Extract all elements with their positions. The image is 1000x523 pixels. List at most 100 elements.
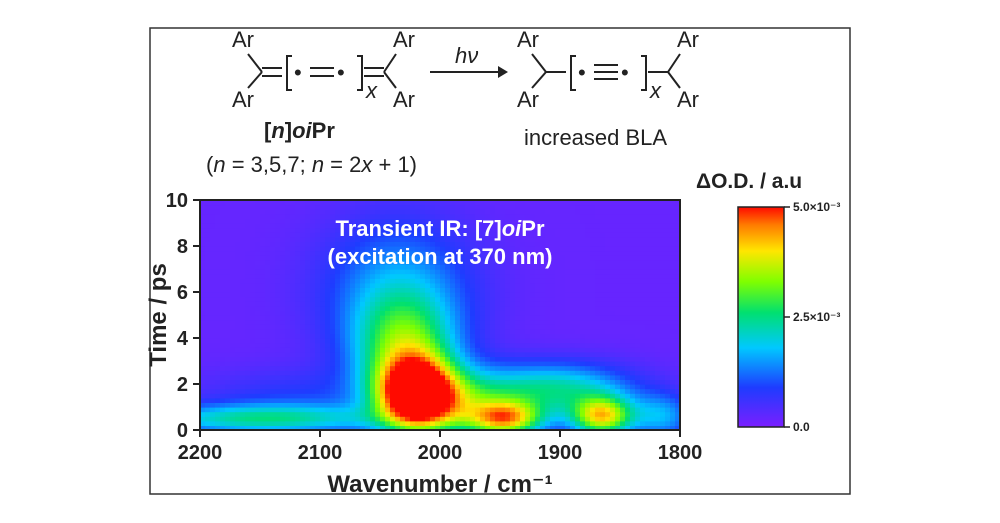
heatmap-cell — [645, 255, 651, 261]
heatmap-cell — [285, 241, 291, 247]
heatmap-cell — [210, 374, 216, 380]
heatmap-cell — [225, 227, 231, 233]
heatmap-cell — [315, 351, 321, 357]
heatmap-cell — [605, 259, 611, 265]
heatmap-cell — [425, 379, 431, 385]
heatmap-cell — [450, 416, 456, 422]
heatmap-cell — [365, 287, 371, 293]
heatmap-cell — [650, 213, 656, 219]
heatmap-cell — [410, 342, 416, 348]
heatmap-cell — [420, 328, 426, 334]
heatmap-cell — [265, 333, 271, 339]
heatmap-cell — [440, 232, 446, 238]
heatmap-cell — [265, 365, 271, 371]
heatmap-cell — [650, 420, 656, 426]
heatmap-cell — [360, 204, 366, 210]
heatmap-cell — [570, 273, 576, 279]
heatmap-cell — [490, 347, 496, 353]
heatmap-cell — [590, 213, 596, 219]
heatmap-cell — [645, 241, 651, 247]
heatmap-cell — [225, 273, 231, 279]
heatmap-cell — [480, 241, 486, 247]
heatmap-cell — [490, 356, 496, 362]
heatmap-cell — [300, 232, 306, 238]
heatmap-cell — [490, 379, 496, 385]
heatmap-cell — [555, 305, 561, 311]
heatmap-cell — [545, 402, 551, 408]
heatmap-cell — [500, 296, 506, 302]
heatmap-cell — [430, 407, 436, 413]
heatmap-cell — [260, 264, 266, 270]
heatmap-cell — [305, 213, 311, 219]
heatmap-cell — [610, 269, 616, 275]
heatmap-cell — [560, 250, 566, 256]
heatmap-cell — [375, 255, 381, 261]
heatmap-cell — [295, 269, 301, 275]
heatmap-cell — [310, 259, 316, 265]
heatmap-cell — [615, 296, 621, 302]
heatmap-cell — [655, 273, 661, 279]
heatmap-cell — [470, 402, 476, 408]
heatmap-cell — [570, 310, 576, 316]
heatmap-cell — [410, 420, 416, 426]
heatmap-cell — [470, 347, 476, 353]
heatmap-cell — [550, 393, 556, 399]
heatmap-cell — [270, 296, 276, 302]
heatmap-cell — [350, 236, 356, 242]
heatmap-cell — [270, 365, 276, 371]
heatmap-cell — [610, 296, 616, 302]
heatmap-cell — [665, 324, 671, 330]
heatmap-cell — [445, 305, 451, 311]
heatmap-cell — [415, 218, 421, 224]
heatmap-cell — [305, 264, 311, 270]
heatmap-cell — [365, 223, 371, 229]
heatmap-cell — [555, 324, 561, 330]
heatmap-cell — [235, 310, 241, 316]
heatmap-cell — [490, 218, 496, 224]
heatmap-cell — [345, 361, 351, 367]
heatmap-cell — [490, 204, 496, 210]
heatmap-cell — [630, 361, 636, 367]
heatmap-cell — [215, 241, 221, 247]
heatmap-cell — [550, 416, 556, 422]
heatmap-cell — [235, 315, 241, 321]
heatmap-cell — [505, 227, 511, 233]
heatmap-cell — [320, 269, 326, 275]
heatmap-cell — [230, 250, 236, 256]
heatmap-cell — [330, 342, 336, 348]
heatmap-cell — [535, 246, 541, 252]
heatmap-cell — [285, 315, 291, 321]
heatmap-cell — [660, 200, 666, 206]
heatmap-cell — [380, 351, 386, 357]
heatmap-cell — [510, 204, 516, 210]
heatmap-cell — [390, 200, 396, 206]
heatmap-cell — [570, 264, 576, 270]
heatmap-cell — [525, 384, 531, 390]
heatmap-cell — [330, 333, 336, 339]
heatmap-cell — [425, 259, 431, 265]
heatmap-cell — [335, 315, 341, 321]
heatmap-cell — [205, 273, 211, 279]
heatmap-cell — [255, 351, 261, 357]
heatmap-cell — [555, 264, 561, 270]
heatmap-cell — [380, 315, 386, 321]
heatmap-cell — [610, 287, 616, 293]
heatmap-cell — [660, 365, 666, 371]
heatmap-cell — [260, 282, 266, 288]
heatmap-cell — [460, 315, 466, 321]
heatmap-cell — [635, 319, 641, 325]
heatmap-cell — [515, 200, 521, 206]
heatmap-cell — [245, 218, 251, 224]
heatmap-cell — [395, 209, 401, 215]
heatmap-cell — [605, 255, 611, 261]
heatmap-cell — [670, 407, 676, 413]
heatmap-cell — [455, 379, 461, 385]
heatmap-cell — [555, 319, 561, 325]
heatmap-cell — [555, 338, 561, 344]
heatmap-cell — [650, 324, 656, 330]
heatmap-cell — [510, 227, 516, 233]
heatmap-cell — [275, 250, 281, 256]
heatmap-cell — [405, 227, 411, 233]
heatmap-cell — [270, 324, 276, 330]
heatmap-cell — [550, 425, 556, 430]
